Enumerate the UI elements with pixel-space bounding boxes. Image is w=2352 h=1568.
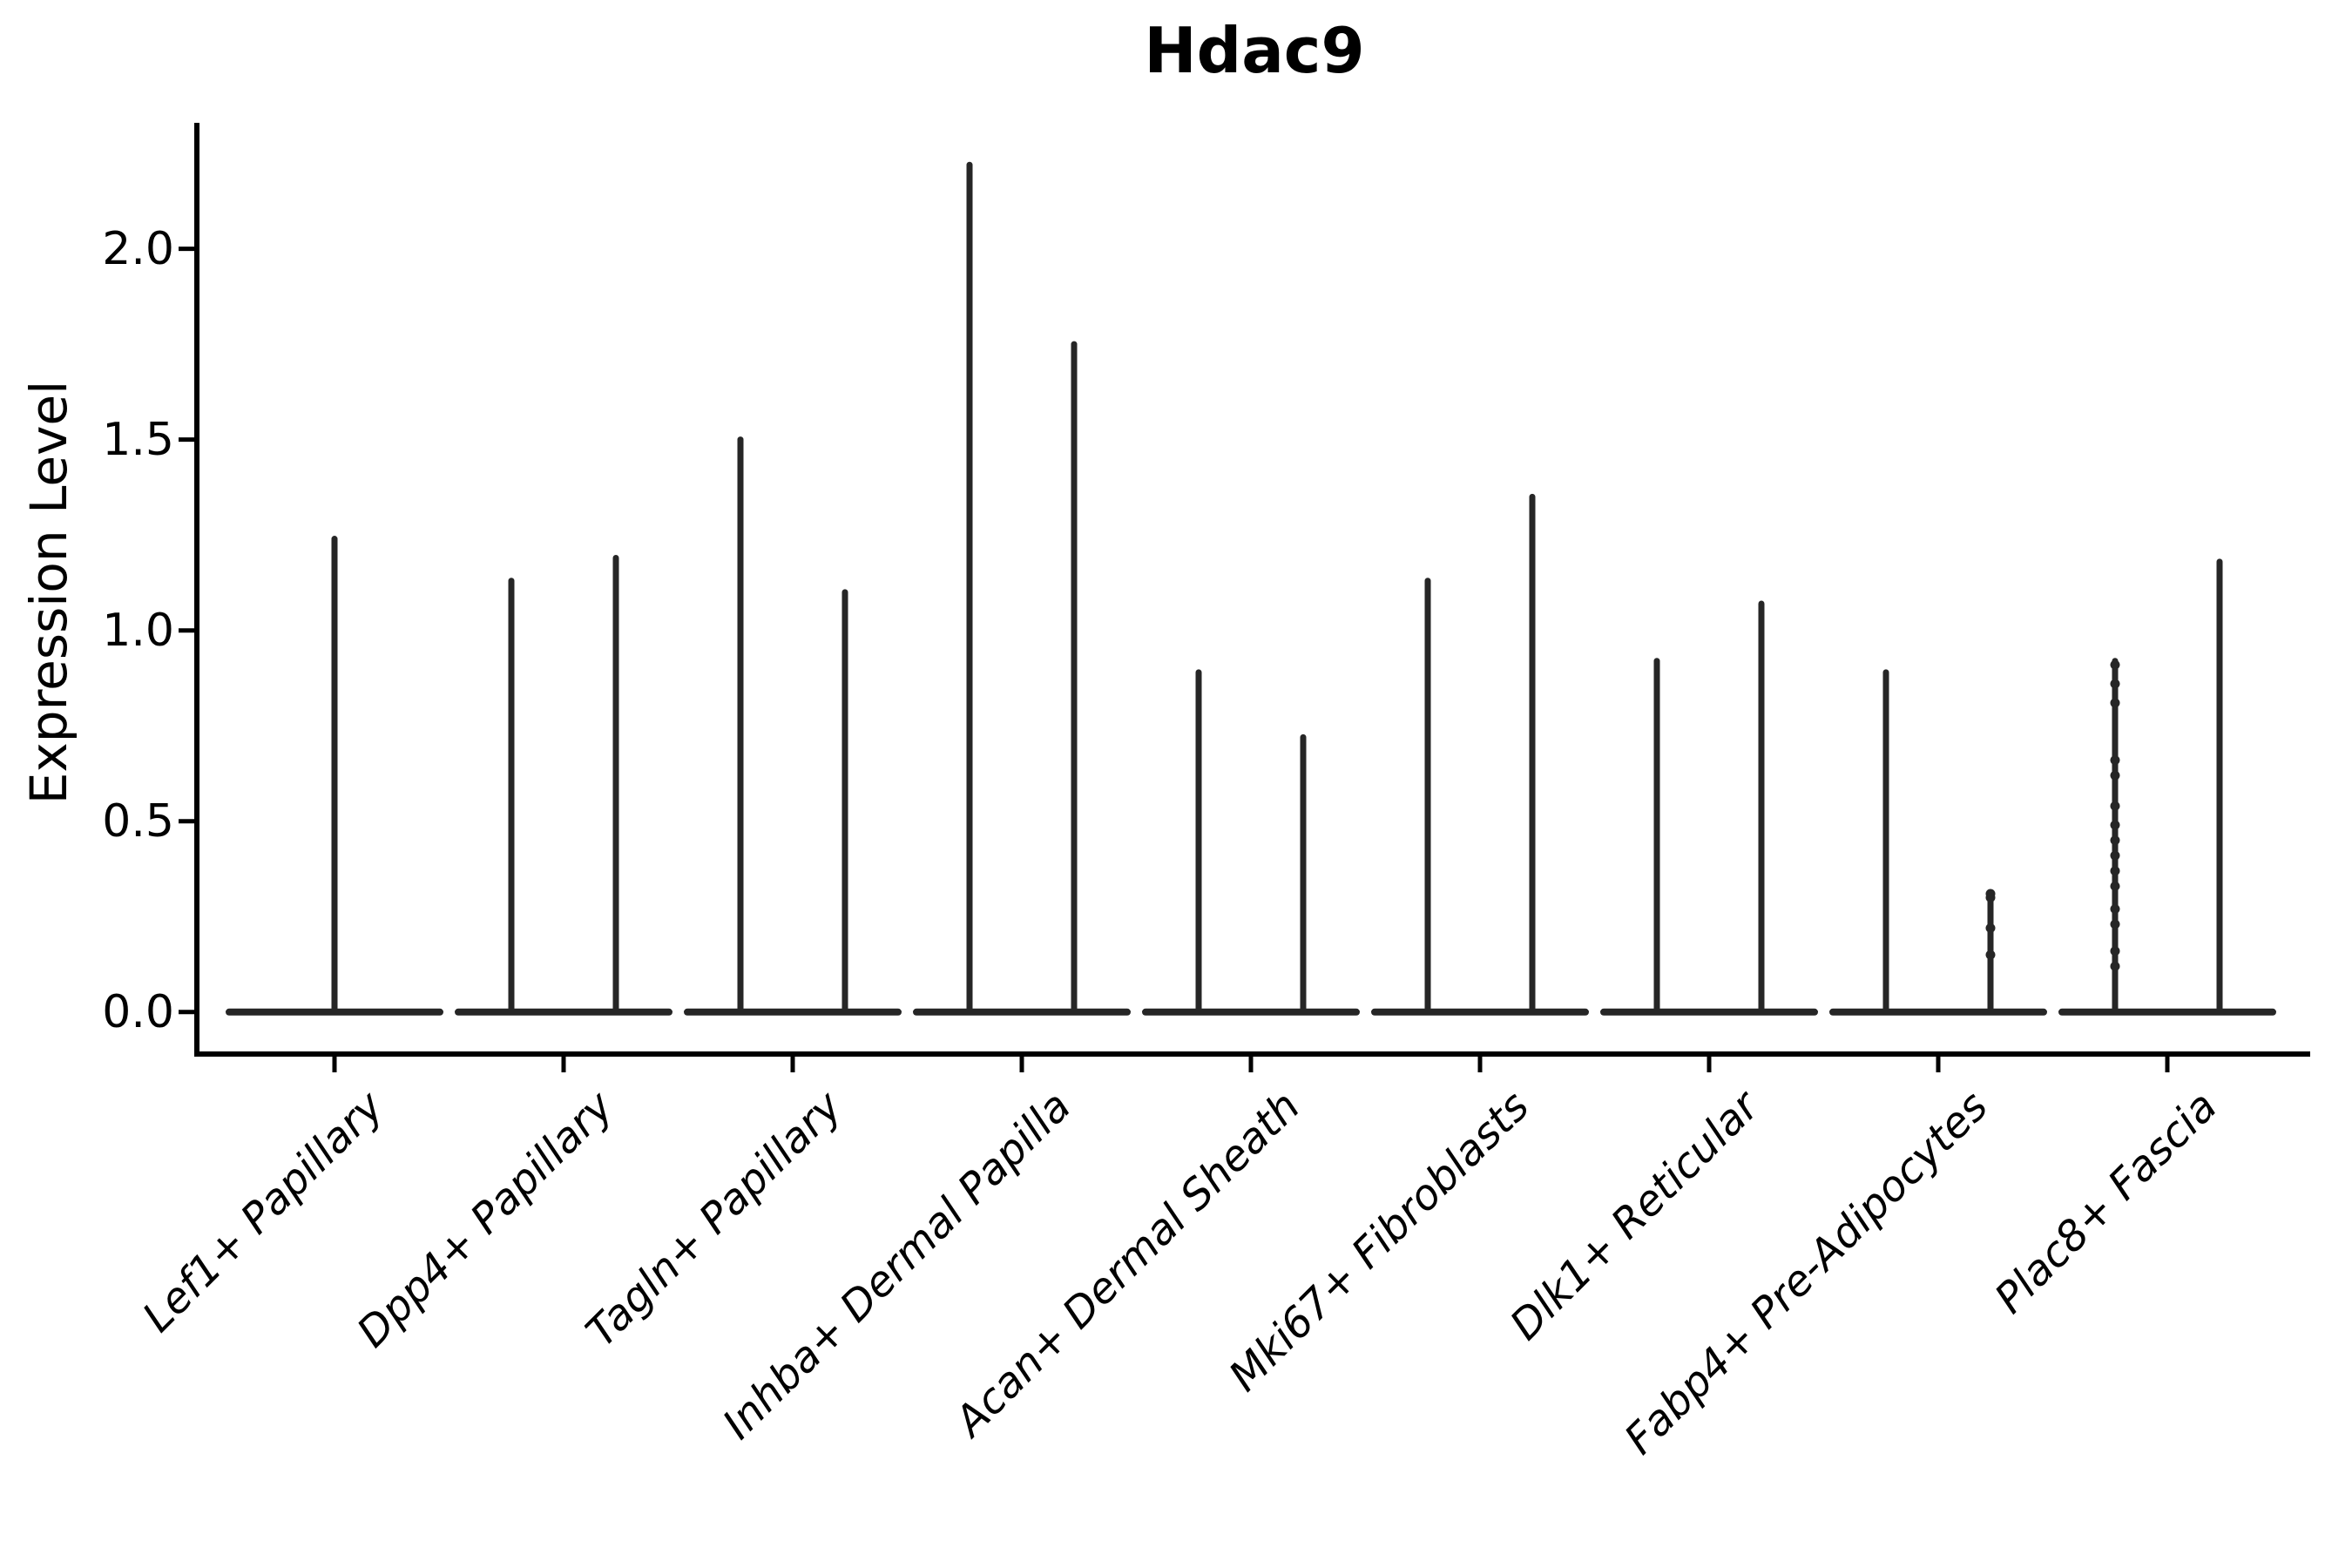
y-tick-label: 0.5 (102, 794, 174, 848)
y-tick-label: 1.0 (102, 604, 174, 657)
jitter-point (2110, 801, 2120, 811)
jitter-point (2110, 755, 2120, 766)
jitter-point (2110, 835, 2120, 846)
jitter-point (2110, 919, 2120, 929)
y-tick-label: 1.5 (102, 413, 174, 466)
jitter-point (2110, 946, 2120, 956)
jitter-point (2110, 904, 2120, 915)
jitter-point (2110, 770, 2120, 781)
chart-title: Hdac9 (1144, 14, 1365, 87)
jitter-point (2110, 820, 2120, 830)
jitter-point (2110, 850, 2120, 861)
jitter-point (2110, 698, 2120, 708)
jitter-point (2110, 961, 2120, 971)
jitter-point (2110, 866, 2120, 876)
jitter-point (2110, 881, 2120, 891)
jitter-point (1985, 923, 1996, 933)
jitter-point (1985, 892, 1996, 902)
jitter-point (2110, 659, 2120, 670)
y-tick-label: 0.0 (102, 985, 174, 1038)
y-tick-label: 2.0 (102, 222, 174, 275)
jitter-point (2110, 679, 2120, 689)
jitter-point (1985, 950, 1996, 960)
